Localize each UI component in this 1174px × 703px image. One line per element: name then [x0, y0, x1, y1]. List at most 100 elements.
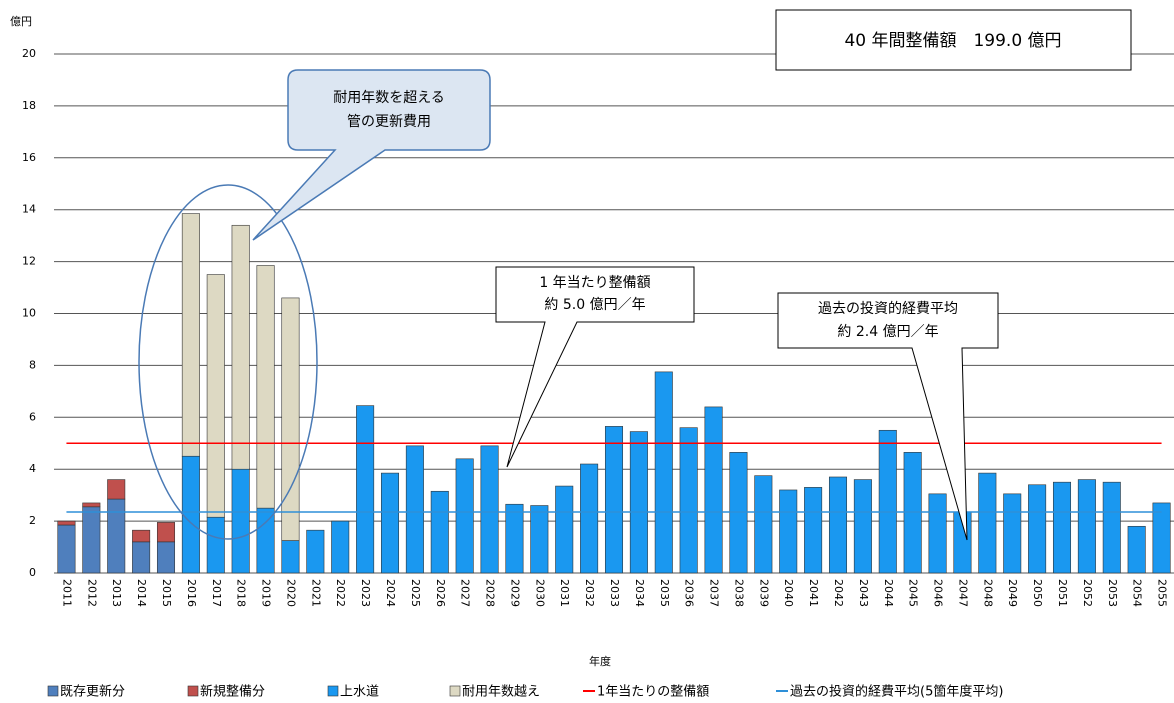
x-tick-label: 2028: [484, 579, 497, 607]
x-tick-label: 2014: [135, 579, 148, 607]
x-tick-label: 2033: [608, 579, 621, 607]
callout-text: 1 年当たり整備額: [539, 275, 650, 291]
bar: [181, 455, 200, 574]
plot: 0 2 4 6 8 10 12 14 16 18 20 2011 2012 2013 2014 2015 201…: [22, 47, 1174, 607]
y-tick-label: 8: [29, 358, 36, 371]
bar: [580, 463, 599, 574]
total-text: 40 年間整備額 199.0 億円: [844, 31, 1061, 51]
x-tick-label: 2016: [185, 579, 198, 607]
x-tick-label: 2011: [60, 579, 73, 607]
x-tick-label: 2020: [284, 579, 297, 607]
bar: [231, 468, 250, 574]
y-tick-label: 4: [29, 462, 36, 475]
bar: [256, 265, 275, 509]
bar: [530, 505, 549, 574]
x-tick-label: 2044: [882, 579, 895, 607]
y-tick-label: 12: [22, 255, 36, 268]
x-tick-label: 2017: [210, 579, 223, 607]
legend-label: 新規整備分: [200, 684, 265, 700]
y-tick-label: 0: [29, 566, 36, 579]
bar: [878, 429, 897, 574]
bar: [1028, 484, 1047, 574]
bar: [455, 458, 474, 574]
callout-shape: [777, 292, 999, 541]
bar: [306, 529, 325, 574]
x-tick-label: 2048: [981, 579, 994, 607]
bar: [256, 507, 275, 574]
y-unit: 億円: [10, 15, 32, 28]
y-tick-label: 14: [22, 203, 36, 216]
bar: [206, 274, 225, 518]
bar: [1152, 502, 1171, 574]
x-tick-label: 2039: [757, 579, 770, 607]
bar: [1127, 525, 1146, 574]
bar: [1052, 481, 1072, 574]
bar: [82, 502, 101, 508]
bar: [505, 503, 524, 574]
legend-label: 過去の投資的経費平均(5箇年度平均): [790, 684, 1003, 700]
x-tick-label: 2042: [832, 579, 845, 607]
bar: [430, 490, 449, 574]
bar: [231, 224, 250, 470]
bar: [779, 489, 798, 574]
y-tick-label: 2: [29, 514, 36, 527]
x-tick-label: 2022: [334, 579, 347, 607]
y-tick-label: 10: [22, 307, 36, 320]
x-tick-label: 2023: [359, 579, 372, 607]
bar: [156, 522, 176, 543]
bar: [928, 493, 947, 574]
y-tick-label: 20: [22, 47, 36, 60]
x-tick-label: 2024: [384, 579, 397, 607]
legend-label: 既存更新分: [60, 684, 125, 700]
bar: [156, 541, 176, 574]
callout-text: 約 2.4 億円／年: [837, 324, 938, 340]
bar: [107, 498, 126, 574]
bar: [480, 445, 499, 574]
callout-text: 管の更新費用: [347, 114, 431, 130]
legend-label: 上水道: [340, 685, 379, 700]
bar: [132, 541, 151, 574]
callout-shape: [495, 266, 695, 468]
x-tick-label: 2021: [309, 579, 322, 607]
legend-swatch: [187, 685, 199, 697]
legend: 既存更新分 新規整備分 上水道 耐用年数越え 1年当たりの整備額 過去の投資的経費平均(5…: [47, 684, 1003, 700]
x-tick-label: 2027: [459, 579, 472, 607]
bar: [604, 426, 624, 574]
x-tick-label: 2055: [1156, 579, 1169, 607]
x-tick-label: 2026: [434, 579, 447, 607]
bar: [356, 405, 375, 574]
bar: [405, 445, 424, 574]
bar: [754, 475, 773, 574]
x-tick-label: 2050: [1031, 579, 1044, 607]
x-tick-label: 2049: [1006, 579, 1019, 607]
x-tick-label: 2029: [508, 579, 521, 607]
x-tick-label: 2054: [1131, 579, 1144, 607]
bar: [380, 472, 400, 574]
x-tick-label: 2041: [807, 579, 820, 607]
bar: [281, 540, 300, 574]
x-tick-label: 2037: [708, 579, 721, 607]
legend-swatch: [327, 685, 339, 697]
highlight-ellipse: [138, 184, 318, 540]
bar: [654, 371, 673, 574]
x-tick-label: 2018: [235, 579, 248, 607]
bar: [555, 485, 574, 574]
x-tick-label: 2032: [583, 579, 596, 607]
x-tick-label: 2043: [857, 579, 870, 607]
x-tick-label: 2019: [260, 579, 273, 607]
x-tick-label: 2025: [409, 579, 422, 607]
x-tick-label: 2036: [683, 579, 696, 607]
bar: [679, 427, 698, 574]
x-tick-label: 2053: [1106, 579, 1119, 607]
x-tick-label: 2052: [1081, 579, 1094, 607]
bar: [181, 213, 200, 457]
bar: [1102, 481, 1121, 574]
bar: [107, 479, 126, 500]
bar: [704, 406, 723, 574]
bar: [132, 529, 151, 543]
legend-label: 1年当たりの整備額: [597, 684, 709, 700]
x-tick-label: 2013: [110, 579, 123, 607]
bar: [1077, 479, 1096, 574]
x-tick-label: 2034: [633, 579, 646, 607]
